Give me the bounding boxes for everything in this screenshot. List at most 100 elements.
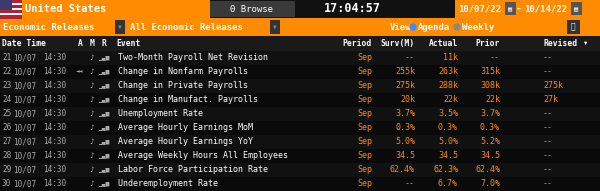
Text: ♪: ♪: [89, 96, 94, 104]
Text: Labor Force Participation Rate: Labor Force Participation Rate: [118, 165, 268, 175]
Text: United States: United States: [25, 4, 106, 14]
Bar: [0, 13, 22, 16]
Text: --: --: [543, 180, 553, 189]
Text: Sep: Sep: [357, 151, 372, 160]
Text: 28: 28: [2, 151, 11, 160]
Text: --: --: [543, 151, 553, 160]
Text: 14:30: 14:30: [43, 96, 66, 104]
Text: Date Time: Date Time: [2, 39, 46, 48]
Bar: [571, 2, 582, 15]
Text: 14:30: 14:30: [43, 124, 66, 133]
Text: Sep: Sep: [357, 138, 372, 146]
Text: --: --: [490, 53, 500, 62]
Text: --: --: [543, 67, 553, 77]
Text: Surv(M): Surv(M): [381, 39, 415, 48]
Text: Sep: Sep: [357, 82, 372, 91]
Text: 275k: 275k: [543, 82, 563, 91]
Text: Prior: Prior: [476, 39, 500, 48]
Text: 22k: 22k: [443, 96, 458, 104]
Text: 5.0%: 5.0%: [395, 138, 415, 146]
Text: ▼: ▼: [118, 24, 122, 29]
Text: 34.5: 34.5: [438, 151, 458, 160]
Text: View: View: [390, 23, 412, 32]
Text: All Economic Releases: All Economic Releases: [130, 23, 243, 32]
Text: 29: 29: [2, 165, 11, 175]
Text: 3.7%: 3.7%: [480, 109, 500, 118]
Bar: [22, 0, 210, 18]
Text: 25: 25: [2, 109, 11, 118]
Text: 24: 24: [2, 96, 11, 104]
Bar: [0, 135, 600, 149]
Text: ▁▃▅: ▁▃▅: [98, 168, 110, 172]
Bar: [0, 36, 600, 51]
Bar: [0, 0, 12, 10]
Text: M: M: [89, 39, 94, 48]
Text: ▁▃▅: ▁▃▅: [98, 83, 110, 88]
Text: Economic Releases: Economic Releases: [3, 23, 94, 32]
Text: --: --: [405, 180, 415, 189]
Text: Average Weekly Hours All Employees: Average Weekly Hours All Employees: [118, 151, 288, 160]
Text: 10/07: 10/07: [13, 82, 36, 91]
Text: Revised: Revised: [543, 39, 577, 48]
Text: Sep: Sep: [357, 96, 372, 104]
Text: ▁▃▅: ▁▃▅: [98, 97, 110, 103]
Text: 3.5%: 3.5%: [438, 109, 458, 118]
Bar: [210, 1, 295, 17]
Text: ▁▃▅: ▁▃▅: [98, 125, 110, 130]
Text: 255k: 255k: [395, 67, 415, 77]
Text: ▁▃▅: ▁▃▅: [98, 154, 110, 159]
Text: 10/07: 10/07: [13, 180, 36, 189]
Text: 34.5: 34.5: [480, 151, 500, 160]
Bar: [0, 0, 22, 3]
Bar: [567, 20, 580, 34]
Text: Change in Manufact. Payrolls: Change in Manufact. Payrolls: [118, 96, 258, 104]
Text: --: --: [405, 53, 415, 62]
Text: Agenda: Agenda: [418, 23, 450, 32]
Bar: [270, 20, 280, 34]
Text: ♪: ♪: [89, 165, 94, 175]
Text: 10/07: 10/07: [13, 151, 36, 160]
Text: ▁▃▅: ▁▃▅: [98, 139, 110, 145]
Text: 17:04:57: 17:04:57: [323, 2, 380, 15]
Text: 34.5: 34.5: [395, 151, 415, 160]
Text: --: --: [543, 124, 553, 133]
Bar: [0, 79, 600, 93]
Text: 0.3%: 0.3%: [395, 124, 415, 133]
Text: 10/14/22: 10/14/22: [524, 5, 567, 14]
Text: 10/07: 10/07: [13, 165, 36, 175]
Text: ♪: ♪: [89, 124, 94, 133]
Text: Sep: Sep: [357, 67, 372, 77]
Text: 0.3%: 0.3%: [480, 124, 500, 133]
Bar: [0, 5, 22, 8]
Text: 🔒: 🔒: [571, 23, 575, 32]
Text: Sep: Sep: [357, 165, 372, 175]
Text: 26: 26: [2, 124, 11, 133]
Bar: [455, 0, 600, 18]
Text: --: --: [543, 165, 553, 175]
Text: 7.0%: 7.0%: [480, 180, 500, 189]
Text: 27: 27: [2, 138, 11, 146]
Text: Two-Month Payroll Net Revision: Two-Month Payroll Net Revision: [118, 53, 268, 62]
Text: ♪: ♪: [89, 109, 94, 118]
Text: 62.4%: 62.4%: [390, 165, 415, 175]
Text: 308k: 308k: [480, 82, 500, 91]
Text: ▼: ▼: [273, 24, 277, 29]
Text: --: --: [543, 53, 553, 62]
Text: 5.2%: 5.2%: [480, 138, 500, 146]
Text: 10/07: 10/07: [13, 96, 36, 104]
Text: 10/07: 10/07: [13, 109, 36, 118]
Bar: [0, 51, 600, 65]
Bar: [400, 0, 455, 18]
Text: 22k: 22k: [485, 96, 500, 104]
Bar: [115, 20, 125, 34]
Text: 14:30: 14:30: [43, 165, 66, 175]
Text: 21: 21: [2, 53, 11, 62]
Text: Sep: Sep: [357, 109, 372, 118]
Text: 263k: 263k: [438, 67, 458, 77]
Text: Weekly: Weekly: [462, 23, 494, 32]
Bar: [0, 121, 600, 135]
Bar: [0, 93, 600, 107]
Text: ▁▃▅: ▁▃▅: [98, 56, 110, 61]
Text: Period: Period: [343, 39, 372, 48]
Text: Average Hourly Earnings YoY: Average Hourly Earnings YoY: [118, 138, 253, 146]
